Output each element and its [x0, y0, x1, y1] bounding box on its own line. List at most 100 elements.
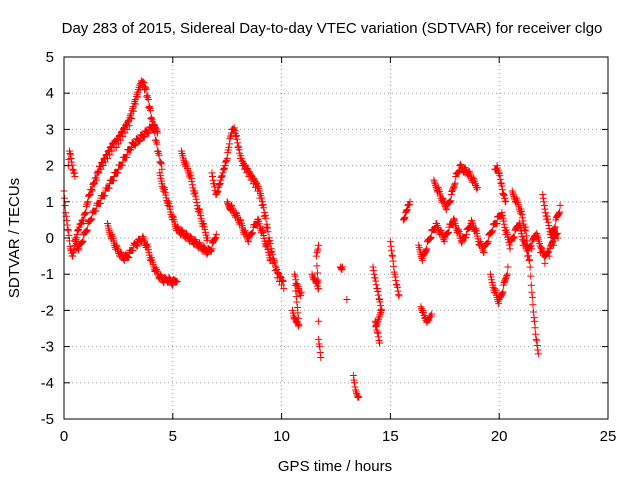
data-point [86, 191, 94, 199]
data-point [81, 210, 89, 218]
data-point [248, 229, 256, 237]
data-point [502, 198, 510, 206]
data-point [539, 248, 547, 256]
data-point [152, 138, 160, 146]
data-point [209, 176, 217, 184]
data-point [390, 263, 398, 271]
data-point [500, 191, 508, 199]
data-point [389, 252, 397, 260]
data-point [164, 201, 172, 209]
data-point [395, 291, 403, 299]
data-point [193, 198, 201, 206]
data-point [234, 139, 242, 147]
data-point [544, 215, 552, 223]
data-point [426, 314, 434, 322]
data-point [377, 302, 385, 310]
data-point [534, 346, 542, 354]
data-point [262, 241, 270, 249]
data-point [553, 212, 561, 220]
data-point [67, 154, 75, 162]
data-point [555, 209, 563, 217]
data-point [315, 335, 323, 343]
data-point [206, 246, 214, 254]
data-point [211, 235, 219, 243]
data-point [431, 180, 439, 188]
x-tick-label: 5 [169, 428, 177, 445]
data-point [370, 267, 378, 275]
data-point [501, 197, 509, 205]
data-point [108, 147, 116, 155]
data-point [418, 256, 426, 264]
data-point [154, 148, 162, 156]
data-point [541, 209, 549, 217]
y-tick-label: -5 [41, 411, 54, 428]
x-tick-label: 15 [382, 428, 399, 445]
data-point [387, 247, 395, 255]
data-point [119, 133, 127, 141]
data-point [291, 270, 299, 278]
data-point [496, 172, 504, 180]
data-point [188, 178, 196, 186]
data-point [153, 127, 161, 135]
data-point [337, 265, 345, 273]
data-point [195, 205, 203, 213]
data-point [158, 165, 166, 173]
data-point [400, 215, 408, 223]
data-point [316, 343, 324, 351]
data-point [69, 252, 77, 260]
data-point [144, 95, 152, 103]
data-point [75, 223, 83, 231]
data-point [133, 242, 141, 250]
data-point [549, 238, 557, 246]
data-point [406, 198, 414, 206]
data-point [145, 104, 153, 112]
data-point [193, 202, 201, 210]
axes: 0 5 10 15 20 25 -5 -4 -3 -2 -1 0 1 2 3 4 5 [41, 49, 617, 445]
data-point [312, 252, 320, 260]
data-point [84, 198, 92, 206]
data-point [450, 182, 458, 190]
data-point [259, 198, 267, 206]
data-point [78, 239, 86, 247]
data-point [212, 230, 220, 238]
data-point [531, 317, 539, 325]
data-point [142, 85, 150, 93]
data-point [387, 242, 395, 250]
data-point [500, 217, 508, 225]
data-point [82, 203, 90, 211]
y-tick-label: 1 [46, 194, 54, 211]
data-point [160, 187, 168, 195]
data-point [147, 115, 155, 123]
data-point [538, 245, 546, 253]
data-point [174, 223, 182, 231]
y-tick-label: -4 [41, 375, 54, 392]
data-point [213, 188, 221, 196]
data-point [519, 217, 527, 225]
data-point [295, 321, 303, 329]
data-point [84, 192, 92, 200]
data-point [467, 216, 475, 224]
data-point [118, 161, 126, 169]
data-point [83, 226, 91, 234]
data-point [117, 136, 125, 144]
data-point [404, 201, 412, 209]
data-point [67, 151, 75, 159]
data-point [135, 137, 143, 145]
data-point [502, 273, 510, 281]
data-point [191, 189, 199, 197]
data-point [222, 157, 230, 165]
x-tick-label: 10 [273, 428, 290, 445]
data-point [68, 158, 76, 166]
data-point [533, 337, 541, 345]
data-point [71, 172, 79, 180]
data-point [220, 165, 228, 173]
data-point [291, 314, 299, 322]
data-point [87, 216, 95, 224]
data-point [140, 79, 148, 87]
data-point [80, 216, 88, 224]
data-point [372, 319, 380, 327]
data-point [217, 173, 225, 181]
data-point [125, 122, 133, 130]
data-point [263, 220, 271, 228]
y-tick-label: 0 [46, 230, 54, 247]
